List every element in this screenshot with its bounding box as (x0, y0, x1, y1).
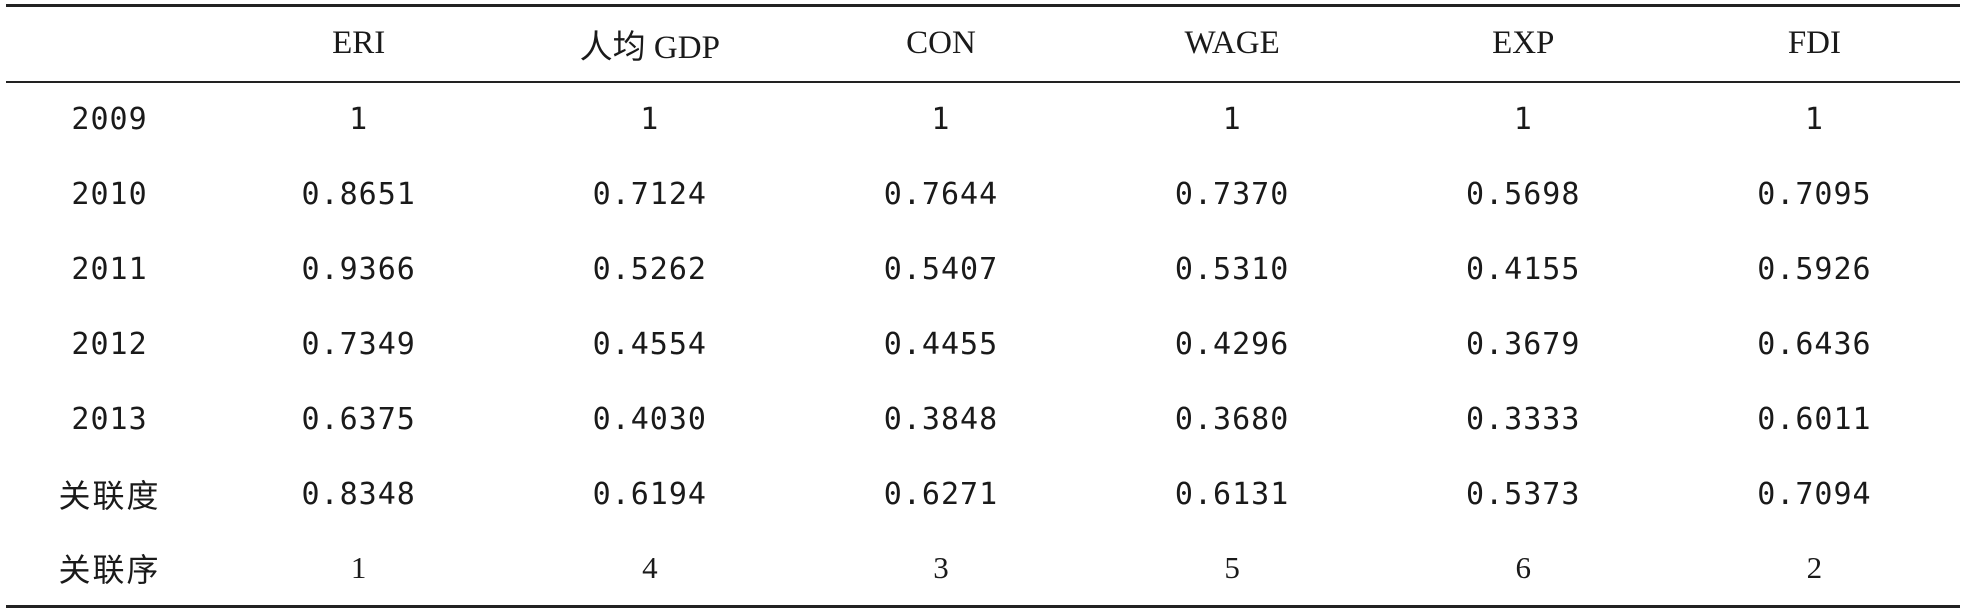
table-cell: 0.7095 (1757, 176, 1872, 212)
table-cell: 0.8651 (301, 176, 416, 212)
table-row: 2011 0.9366 0.5262 0.5407 0.5310 0.4155 … (6, 232, 1960, 307)
table-cell: 1 (1222, 102, 1242, 137)
row-label: 关联度 (58, 477, 161, 515)
table-cell: 0.6131 (1174, 476, 1290, 512)
table-cell: 0.6271 (883, 476, 999, 512)
table-cell: 0.5407 (883, 251, 999, 287)
table-cell: 0.5926 (1757, 251, 1872, 287)
row-label: 2012 (71, 326, 148, 362)
table-cell: 0.3333 (1466, 401, 1581, 437)
header-cell-eri: ERI (332, 25, 386, 62)
table-cell: 0.7124 (592, 176, 707, 212)
header-cell-fdi: FDI (1787, 25, 1841, 62)
table-row: 关联度 0.8348 0.6194 0.6271 0.6131 0.5373 0… (6, 457, 1960, 532)
table-cell: 0.4554 (592, 326, 707, 362)
table-row: 关联序 1 4 3 5 6 2 (6, 532, 1960, 607)
header-cell-exp: EXP (1492, 25, 1555, 62)
table-cell: 0.4296 (1174, 326, 1290, 362)
table-row: 2012 0.7349 0.4554 0.4455 0.4296 0.3679 … (6, 307, 1960, 382)
row-label: 2011 (71, 251, 148, 287)
table-cell: 0.4030 (592, 401, 707, 437)
table-cell: 1 (1804, 102, 1824, 137)
table-cell: 1 (931, 102, 951, 137)
table-cell: 0.6011 (1757, 401, 1872, 437)
header-row: ERI 人均 GDP CON WAGE EXP FDI (6, 5, 1960, 82)
table-cell: 3 (933, 550, 949, 586)
table-cell: 4 (642, 550, 658, 586)
header-cell-blank (6, 6, 213, 82)
table-cell: 0.5698 (1466, 176, 1581, 212)
table-cell: 1 (640, 102, 660, 137)
table-cell: 0.6436 (1757, 326, 1872, 362)
header-cell-con: CON (906, 25, 976, 62)
table-cell: 1 (1513, 102, 1533, 137)
header-cell-wage: WAGE (1184, 25, 1280, 62)
table-cell: 6 (1515, 550, 1531, 586)
table-cell: 0.5310 (1174, 251, 1290, 287)
table-cell: 0.3848 (883, 401, 999, 437)
row-label: 2013 (71, 401, 148, 437)
table-cell: 5 (1224, 550, 1240, 586)
header-cell-gdp-per-capita: 人均 GDP (579, 29, 720, 66)
table-row: 2010 0.8651 0.7124 0.7644 0.7370 0.5698 … (6, 157, 1960, 232)
grey-relation-table: ERI 人均 GDP CON WAGE EXP FDI 2009 1 1 1 1… (6, 4, 1960, 608)
table-cell: 0.8348 (301, 476, 416, 512)
table-cell: 0.7644 (883, 176, 999, 212)
table-cell: 0.7094 (1757, 476, 1872, 512)
row-label: 关联序 (58, 551, 161, 590)
table-cell: 1 (349, 102, 369, 137)
table-cell: 0.3679 (1466, 326, 1581, 362)
row-label: 2010 (71, 176, 148, 212)
table-row: 2013 0.6375 0.4030 0.3848 0.3680 0.3333 … (6, 382, 1960, 457)
table-cell: 0.5373 (1466, 476, 1581, 512)
table-cell: 0.6194 (592, 476, 707, 512)
row-label: 2009 (71, 102, 148, 137)
table-cell: 0.4155 (1466, 251, 1581, 287)
table-cell: 2 (1806, 550, 1823, 586)
table-cell: 0.5262 (592, 251, 707, 287)
grey-relation-table-container: ERI 人均 GDP CON WAGE EXP FDI 2009 1 1 1 1… (6, 4, 1960, 608)
table-cell: 0.9366 (301, 251, 416, 287)
table-row: 2009 1 1 1 1 1 1 (6, 82, 1960, 157)
table-cell: 0.7349 (301, 326, 416, 362)
table-cell: 0.6375 (301, 401, 416, 437)
table-cell: 1 (350, 550, 367, 586)
table-cell: 0.7370 (1174, 176, 1290, 212)
table-cell: 0.4455 (883, 326, 999, 362)
table-cell: 0.3680 (1174, 401, 1290, 437)
